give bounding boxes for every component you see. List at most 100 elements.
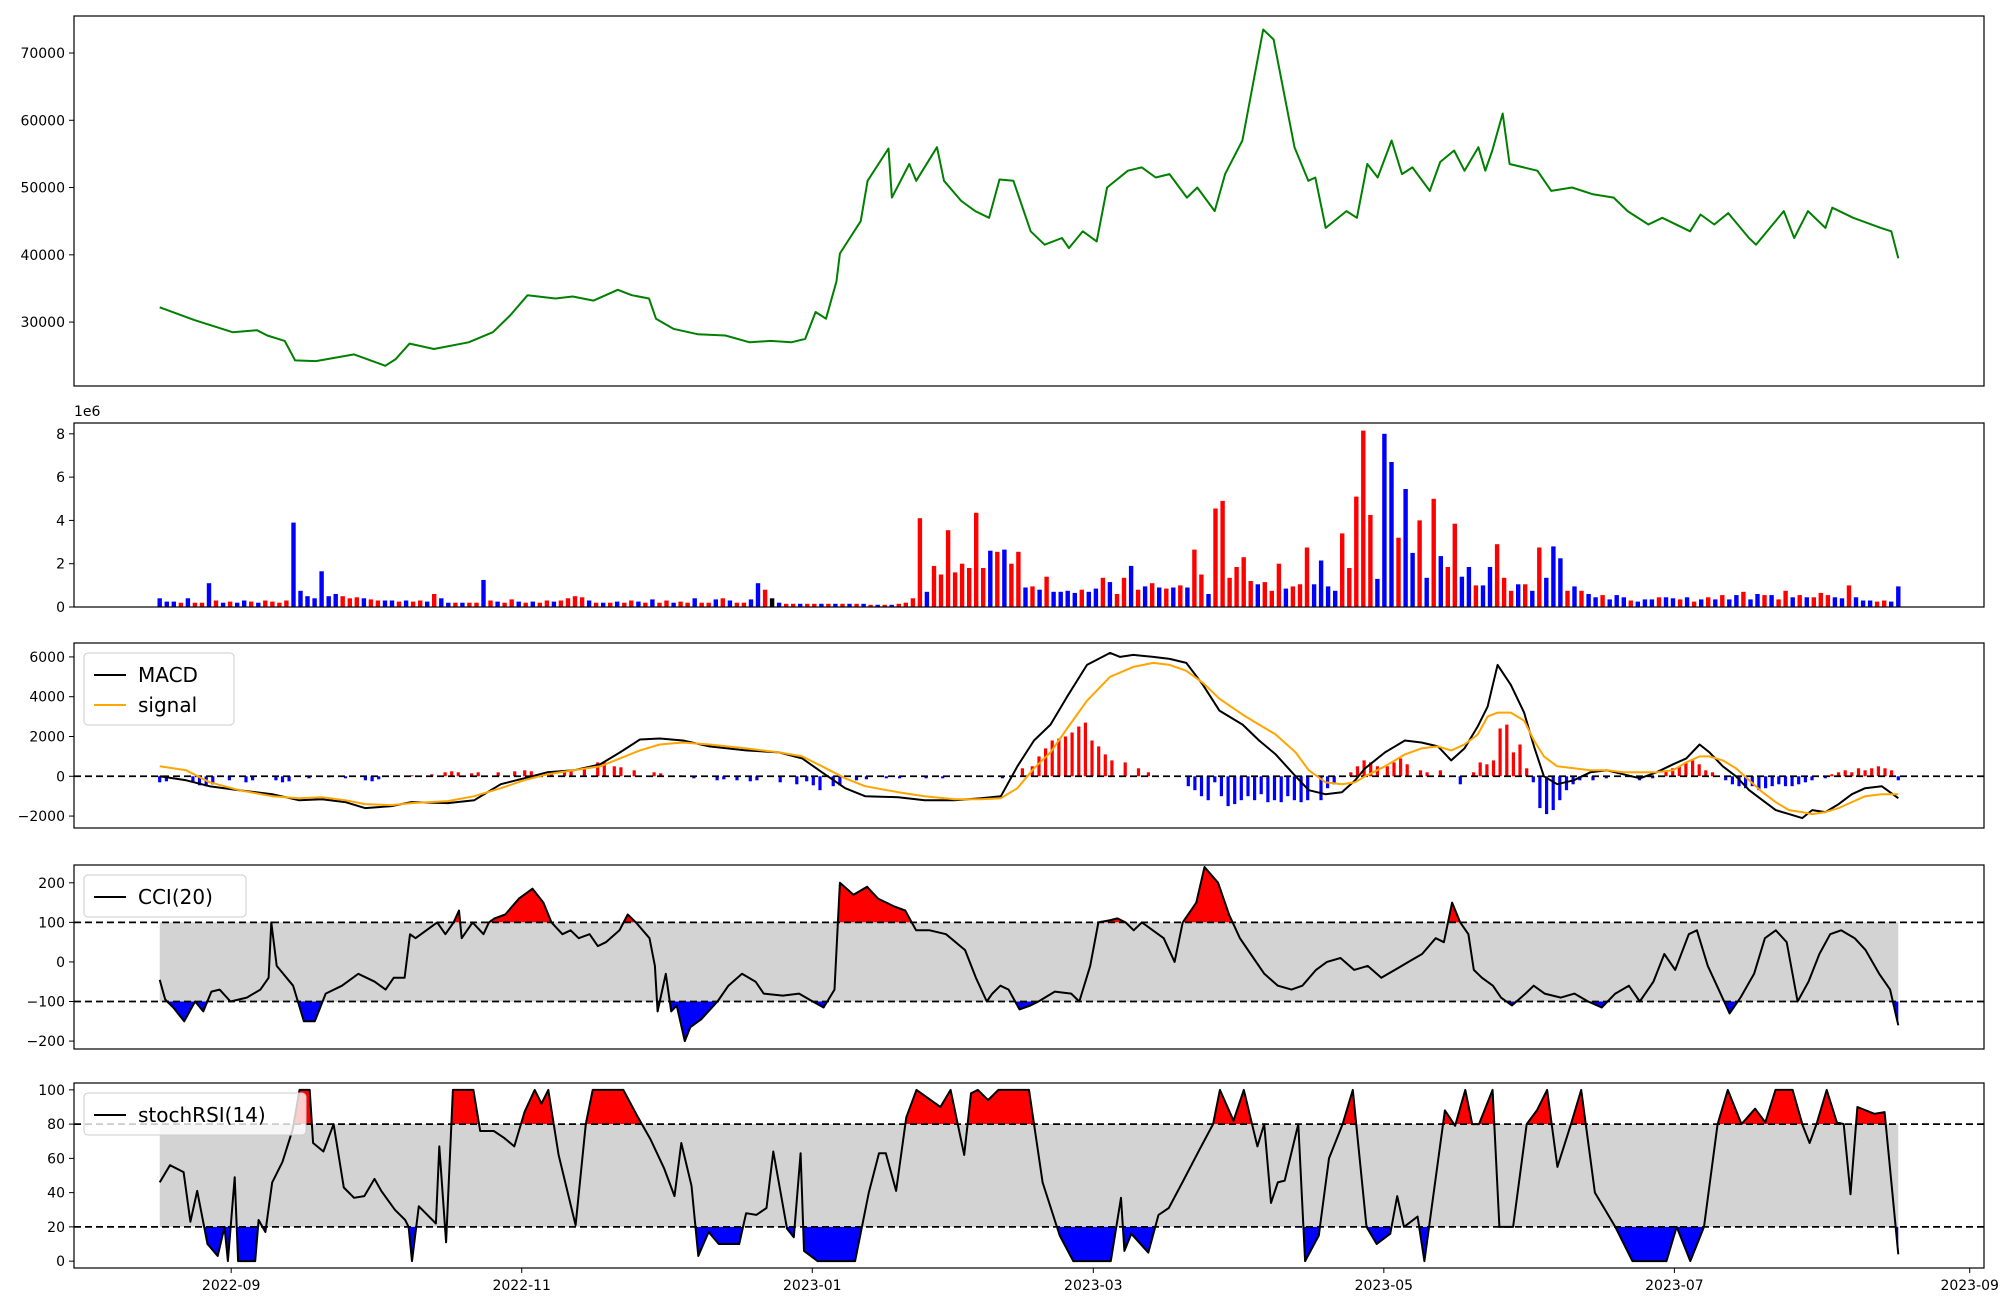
- volume-bar: [319, 571, 324, 607]
- macd-histogram-bar: [1651, 776, 1655, 779]
- macd-histogram-bar: [582, 768, 586, 777]
- volume-bar: [432, 594, 437, 607]
- macd-histogram-bar: [244, 776, 248, 783]
- macd-histogram-bar: [1810, 776, 1814, 781]
- volume-bar: [1642, 599, 1648, 607]
- volume-bar: [601, 602, 606, 607]
- volume-bar: [242, 600, 247, 607]
- volume-bar: [1734, 595, 1739, 607]
- macd-histogram-bar: [1850, 772, 1854, 777]
- y-offset-label: 1e6: [74, 404, 101, 420]
- macd-histogram-bar: [1226, 776, 1230, 807]
- macd-histogram-bar: [1375, 766, 1379, 777]
- volume-bar: [995, 551, 1000, 607]
- macd-histogram-bar: [1136, 768, 1141, 777]
- macd-histogram-bar: [1697, 764, 1701, 777]
- volume-bar: [1846, 585, 1852, 607]
- macd-histogram-bar: [476, 772, 480, 777]
- y-tick-label: 200: [38, 876, 65, 892]
- volume-bar: [1572, 586, 1577, 607]
- macd-histogram-bar: [1783, 776, 1788, 787]
- y-tick-label: −200: [27, 1034, 65, 1050]
- macd-histogram-bar: [1083, 722, 1087, 777]
- volume-bar: [1769, 595, 1774, 607]
- volume-bar: [1762, 595, 1767, 607]
- volume-bar: [1839, 598, 1845, 607]
- macd-panel: −2000 0 2000 4000 6000 MACD signal: [18, 642, 1985, 829]
- volume-bar: [875, 604, 880, 607]
- neutral-band: [159, 1124, 1899, 1227]
- overbought-fill: [1182, 867, 1233, 923]
- macd-histogram-bar: [1020, 768, 1024, 777]
- macd-histogram-bar: [1757, 776, 1761, 791]
- volume-bar: [551, 601, 557, 607]
- volume-bar: [1185, 587, 1190, 607]
- volume-bar: [833, 603, 838, 607]
- volume-bar: [340, 596, 345, 607]
- stochrsi-line: [158, 1088, 1900, 1263]
- macd-histogram-bar: [1551, 776, 1555, 811]
- macd-histogram-bar: [596, 762, 600, 777]
- stochrsi-panel: 0 20 40 60 80 100 stochRSI(14): [38, 1082, 1985, 1270]
- volume-bar: [488, 600, 493, 607]
- volume-bar: [1649, 599, 1655, 607]
- volume-bar: [812, 603, 817, 607]
- macd-histogram-bar: [1070, 732, 1074, 777]
- volume-bar: [368, 599, 374, 607]
- volume-bar: [1009, 563, 1014, 607]
- x-tick-label: 2023-03: [1064, 1278, 1123, 1294]
- macd-histogram-bar: [1491, 760, 1496, 777]
- volume-bar: [1142, 586, 1148, 607]
- volume-bar: [1361, 430, 1366, 607]
- volume-bar: [1248, 581, 1253, 607]
- legend-box: [83, 1092, 307, 1136]
- y-tick-label: 6: [56, 470, 65, 486]
- volume-bar: [1755, 594, 1760, 607]
- volume-bar: [1867, 600, 1873, 607]
- volume-bar: [1466, 567, 1472, 607]
- volume-bar: [1333, 590, 1338, 607]
- macd-histogram-bar: [1253, 776, 1257, 801]
- y-tick-label: 50000: [20, 181, 65, 197]
- volume-bar: [1241, 557, 1246, 607]
- volume-bar: [1417, 520, 1422, 607]
- oversold-fill: [1419, 1226, 1430, 1262]
- oversold-fill: [1676, 1226, 1704, 1262]
- volume-bar: [727, 600, 733, 607]
- y-tick-label: 40: [47, 1186, 65, 1202]
- macd-histogram-bar: [1538, 776, 1542, 809]
- volume-bar: [213, 600, 219, 607]
- volume-bar: [410, 601, 416, 607]
- volume-bar: [1424, 577, 1429, 607]
- macd-histogram-bar: [715, 776, 719, 781]
- y-tick-label: 80: [47, 1117, 65, 1133]
- volume-bar: [967, 568, 972, 607]
- volume-bar: [713, 599, 718, 607]
- volume-bar: [1628, 600, 1633, 607]
- macd-histogram-bar: [1063, 736, 1068, 777]
- macd-histogram-bar: [838, 776, 842, 786]
- volume-bar: [671, 602, 676, 607]
- macd-histogram-bar: [795, 776, 799, 785]
- volume-bar: [1213, 508, 1218, 607]
- macd-histogram-bar: [443, 772, 447, 777]
- volume-bar: [1783, 590, 1788, 607]
- macd-histogram-bar: [722, 776, 726, 780]
- macd-histogram-bar: [1266, 776, 1270, 803]
- macd-histogram-bar: [1823, 776, 1827, 779]
- oversold-fill: [1615, 1226, 1677, 1262]
- macd-histogram-bar: [1890, 770, 1894, 777]
- volume-bar: [1121, 577, 1127, 607]
- volume-bar: [523, 602, 528, 607]
- macd-histogram-bar: [1259, 776, 1263, 795]
- volume-bar: [1508, 590, 1514, 607]
- macd-histogram-bar: [659, 773, 663, 777]
- x-tick-label: 2023-01: [783, 1278, 842, 1294]
- volume-bar: [959, 563, 965, 607]
- volume-bar: [572, 596, 578, 607]
- volume-bar: [762, 589, 768, 607]
- volume-bar: [1579, 590, 1584, 607]
- macd-histogram-bar: [1418, 770, 1423, 777]
- volume-bar: [791, 603, 796, 607]
- macd-histogram-bar: [1744, 776, 1748, 789]
